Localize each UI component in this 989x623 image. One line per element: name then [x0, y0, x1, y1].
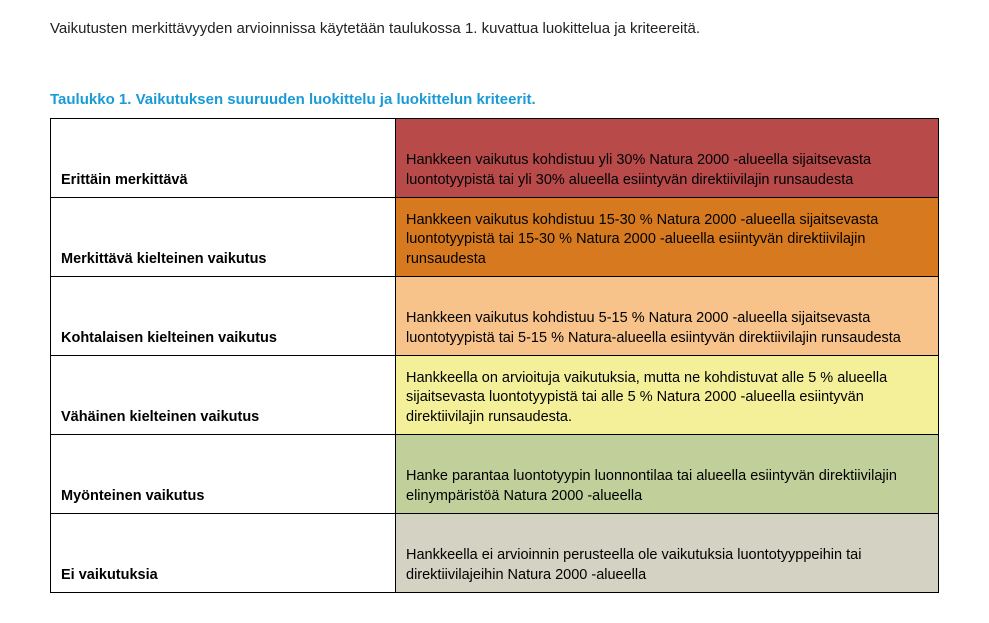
table-row: Vähäinen kielteinen vaikutus Hankkeella … — [51, 355, 939, 434]
intro-paragraph: Vaikutusten merkittävyyden arvioinnissa … — [50, 18, 939, 41]
document-page: Vaikutusten merkittävyyden arvioinnissa … — [0, 0, 989, 623]
row-description: Hankkeen vaikutus kohdistuu 5-15 % Natur… — [396, 276, 939, 355]
table-row: Ei vaikutuksia Hankkeella ei arvioinnin … — [51, 513, 939, 592]
table-row: Myönteinen vaikutus Hanke parantaa luont… — [51, 434, 939, 513]
row-label: Merkittävä kielteinen vaikutus — [51, 197, 396, 276]
row-description: Hankkeella on arvioituja vaikutuksia, mu… — [396, 355, 939, 434]
row-label: Myönteinen vaikutus — [51, 434, 396, 513]
table-row: Kohtalaisen kielteinen vaikutus Hankkeen… — [51, 276, 939, 355]
classification-table: Erittäin merkittävä Hankkeen vaikutus ko… — [50, 118, 939, 593]
row-description: Hankkeella ei arvioinnin perusteella ole… — [396, 513, 939, 592]
row-description: Hanke parantaa luontotyypin luonnontilaa… — [396, 434, 939, 513]
row-description: Hankkeen vaikutus kohdistuu 15-30 % Natu… — [396, 197, 939, 276]
table-row: Erittäin merkittävä Hankkeen vaikutus ko… — [51, 118, 939, 197]
row-label: Vähäinen kielteinen vaikutus — [51, 355, 396, 434]
table-caption: Taulukko 1. Vaikutuksen suuruuden luokit… — [50, 91, 939, 108]
row-label: Erittäin merkittävä — [51, 118, 396, 197]
row-label: Ei vaikutuksia — [51, 513, 396, 592]
table-row: Merkittävä kielteinen vaikutus Hankkeen … — [51, 197, 939, 276]
row-label: Kohtalaisen kielteinen vaikutus — [51, 276, 396, 355]
row-description: Hankkeen vaikutus kohdistuu yli 30% Natu… — [396, 118, 939, 197]
